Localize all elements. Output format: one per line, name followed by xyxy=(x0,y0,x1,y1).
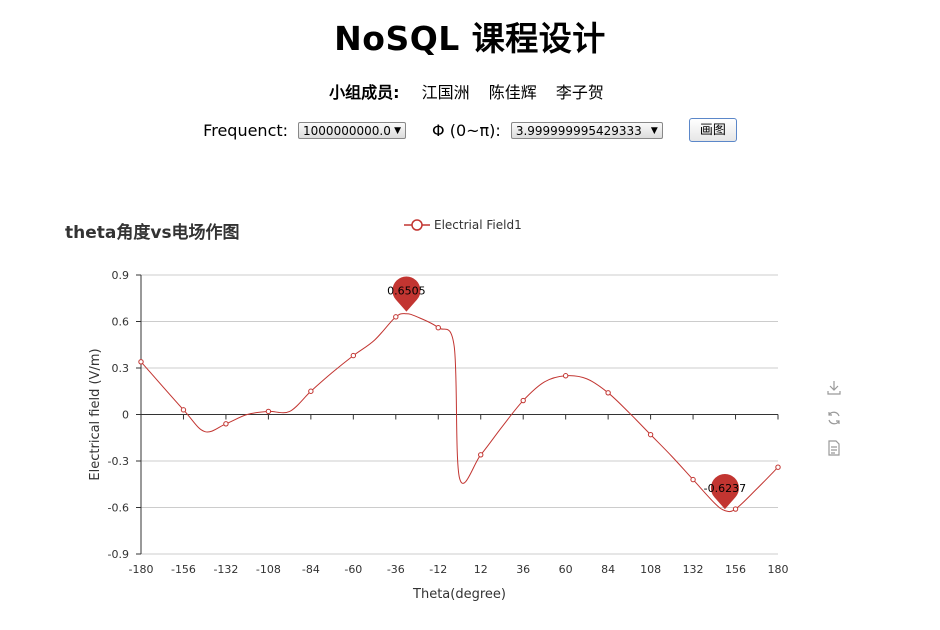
y-tick-label: 0 xyxy=(122,409,129,422)
data-point xyxy=(351,353,355,357)
data-view-icon[interactable] xyxy=(826,440,842,456)
x-axis-title: Theta(degree) xyxy=(412,587,506,602)
data-point xyxy=(733,507,737,511)
x-tick-label: 180 xyxy=(768,563,789,576)
y-tick-label: -0.6 xyxy=(108,502,129,515)
data-point xyxy=(266,409,270,413)
data-point xyxy=(606,391,610,395)
y-tick-label: 0.3 xyxy=(112,362,130,375)
x-tick-label: 108 xyxy=(640,563,661,576)
data-point xyxy=(776,465,780,469)
data-point xyxy=(139,360,143,364)
data-point xyxy=(394,315,398,319)
x-tick-label: -180 xyxy=(129,563,154,576)
mark-point-pin: 0.6505 xyxy=(387,277,426,312)
x-tick-label: -84 xyxy=(302,563,320,576)
data-point xyxy=(521,398,525,402)
data-point xyxy=(648,432,652,436)
refresh-icon[interactable] xyxy=(826,410,842,426)
x-tick-label: 12 xyxy=(474,563,488,576)
x-tick-label: -36 xyxy=(387,563,405,576)
x-tick-label: 84 xyxy=(601,563,615,576)
x-tick-label: 36 xyxy=(516,563,530,576)
x-tick-label: 132 xyxy=(683,563,704,576)
mark-point-label: -0.6237 xyxy=(704,482,746,495)
mark-point-label: 0.6505 xyxy=(387,285,426,298)
data-point xyxy=(436,326,440,330)
series-line xyxy=(141,314,778,512)
data-point xyxy=(181,408,185,412)
y-tick-label: 0.6 xyxy=(112,316,130,329)
y-axis-title: Electrical field (V/m) xyxy=(88,348,103,480)
y-tick-label: -0.3 xyxy=(108,455,129,468)
chart-toolbox xyxy=(826,380,844,470)
data-point xyxy=(309,389,313,393)
y-tick-label: 0.9 xyxy=(112,269,130,282)
x-tick-label: -156 xyxy=(171,563,196,576)
x-tick-label: -108 xyxy=(256,563,281,576)
x-tick-label: 60 xyxy=(559,563,573,576)
data-point xyxy=(224,422,228,426)
download-icon[interactable] xyxy=(826,380,842,396)
x-tick-label: -12 xyxy=(429,563,447,576)
data-point xyxy=(563,374,567,378)
y-tick-label: -0.9 xyxy=(108,548,129,561)
data-point xyxy=(691,477,695,481)
x-tick-label: 156 xyxy=(725,563,746,576)
mark-point-pin: -0.6237 xyxy=(704,474,746,509)
x-tick-label: -60 xyxy=(344,563,362,576)
data-point xyxy=(479,453,483,457)
x-tick-label: -132 xyxy=(213,563,238,576)
